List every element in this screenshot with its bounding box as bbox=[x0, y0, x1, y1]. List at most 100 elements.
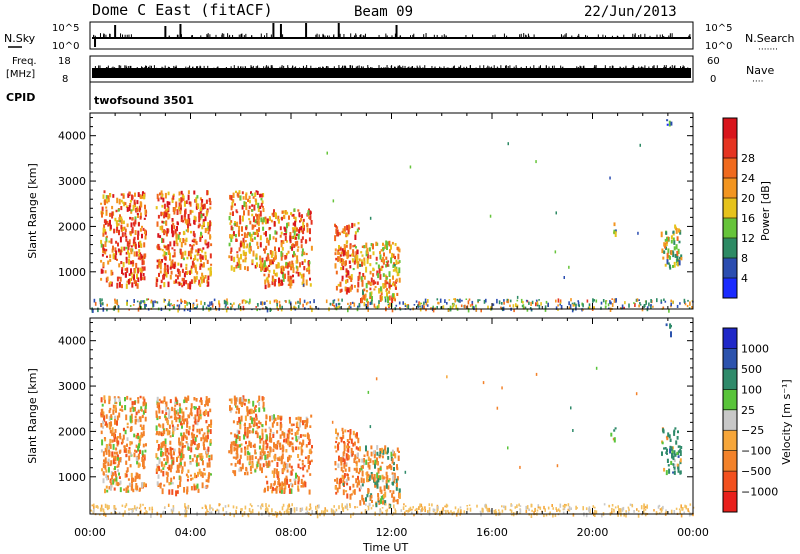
scatter-cell bbox=[262, 397, 265, 400]
ground-scatter-cell bbox=[114, 298, 116, 302]
cpid-program: twofsound 3501 bbox=[94, 94, 194, 107]
scatter-cell bbox=[262, 226, 265, 231]
scatter-cell bbox=[251, 417, 254, 422]
scatter-cell bbox=[293, 208, 296, 212]
scatter-cell bbox=[198, 453, 201, 458]
scatter-cell bbox=[137, 277, 140, 283]
ground-scatter-cell bbox=[93, 508, 95, 513]
scatter-cell bbox=[234, 203, 236, 206]
freq-series bbox=[94, 65, 689, 68]
ground-scatter-cell bbox=[394, 508, 396, 511]
scatter-cell bbox=[244, 257, 247, 260]
scatter-cell bbox=[183, 214, 186, 221]
scatter-cell bbox=[268, 216, 271, 221]
scatter-cell bbox=[245, 192, 248, 196]
scatter-cell bbox=[175, 279, 178, 284]
scatter-cell bbox=[359, 500, 362, 506]
ground-scatter-cell bbox=[528, 301, 530, 305]
scatter-cell bbox=[132, 242, 135, 247]
scatter-cell bbox=[295, 446, 298, 451]
scatter-cell bbox=[143, 454, 146, 458]
scatter-cell bbox=[252, 250, 255, 257]
ground-scatter-cell bbox=[206, 508, 208, 513]
scatter-cell bbox=[341, 474, 344, 479]
scatter-cell bbox=[156, 396, 159, 402]
scatter-cell bbox=[379, 254, 382, 260]
scatter-cell bbox=[386, 281, 389, 285]
ground-scatter-cell bbox=[466, 507, 469, 511]
scatter-cell bbox=[125, 473, 128, 478]
ground-scatter-cell bbox=[101, 302, 103, 305]
scatter-cell bbox=[673, 470, 676, 475]
scatter-cell bbox=[102, 244, 105, 250]
scatter-cell bbox=[193, 441, 196, 446]
scatter-cell bbox=[189, 462, 192, 465]
scatter-cell bbox=[132, 477, 135, 482]
scatter-cell bbox=[236, 444, 239, 450]
scatter-cell bbox=[134, 449, 136, 452]
scatter-cell bbox=[105, 195, 108, 201]
ground-scatter-cell bbox=[267, 508, 269, 513]
scatter-cell bbox=[348, 275, 351, 280]
scatter-cell bbox=[205, 438, 208, 442]
colorbar-swatch bbox=[723, 238, 737, 259]
scatter-cell bbox=[182, 278, 185, 284]
scatter-cell bbox=[131, 263, 134, 267]
scatter-cell bbox=[127, 193, 130, 198]
scatter-cell bbox=[171, 247, 174, 250]
scatter-cell bbox=[386, 292, 388, 297]
ground-scatter-cell bbox=[266, 306, 268, 310]
scatter-cell bbox=[300, 217, 303, 222]
scatter-cell bbox=[128, 450, 131, 454]
scatter-cell bbox=[182, 411, 185, 416]
scatter-cell bbox=[255, 417, 258, 421]
scatter-cell bbox=[394, 453, 397, 459]
scatter-cell bbox=[144, 229, 147, 232]
scatter-cell bbox=[188, 426, 191, 430]
scatter-cell bbox=[307, 455, 310, 459]
scatter-cell bbox=[261, 467, 263, 474]
scatter-cell bbox=[365, 242, 368, 249]
ground-scatter-cell bbox=[305, 512, 307, 515]
scatter-cell bbox=[118, 397, 121, 402]
ground-scatter-cell bbox=[334, 307, 337, 310]
ground-scatter-cell bbox=[192, 303, 194, 309]
ground-scatter-cell bbox=[467, 300, 470, 305]
scatter-cell bbox=[106, 220, 109, 224]
ground-scatter-cell bbox=[305, 506, 308, 511]
scatter-cell bbox=[137, 213, 139, 218]
scatter-cell bbox=[118, 198, 121, 205]
ground-scatter-cell bbox=[145, 304, 147, 307]
scatter-cell bbox=[335, 491, 338, 495]
ground-scatter-cell bbox=[195, 307, 197, 309]
ground-scatter-cell bbox=[348, 306, 350, 309]
scatter-cell bbox=[361, 297, 364, 304]
scatter-cell bbox=[238, 468, 241, 472]
scatter-cell bbox=[104, 437, 107, 442]
scatter-cell bbox=[201, 256, 204, 259]
scatter-cell bbox=[135, 483, 138, 486]
scatter-cell bbox=[191, 260, 194, 266]
scatter-cell bbox=[101, 408, 104, 414]
ground-scatter-cell bbox=[184, 503, 186, 507]
scatter-cell bbox=[393, 467, 395, 471]
scatter-cell bbox=[391, 255, 393, 259]
scatter-cell bbox=[669, 266, 672, 270]
ground-scatter-cell bbox=[477, 299, 479, 303]
scatter-cell bbox=[366, 450, 369, 457]
ground-scatter-cell bbox=[404, 305, 407, 307]
scatter-cell bbox=[273, 269, 276, 275]
scatter-cell bbox=[139, 434, 142, 439]
scatter-cell bbox=[123, 448, 126, 453]
scatter-cell bbox=[105, 211, 108, 216]
scatter-cell bbox=[339, 233, 341, 236]
scatter-cell bbox=[207, 224, 210, 229]
scatter-cell bbox=[118, 482, 121, 486]
scatter-cell bbox=[307, 435, 310, 441]
ground-scatter-cell bbox=[676, 304, 679, 308]
ground-scatter-cell bbox=[585, 507, 588, 511]
scatter-cell bbox=[108, 422, 111, 429]
scatter-cell bbox=[141, 482, 144, 488]
scatter-cell bbox=[297, 463, 300, 469]
scatter-cell bbox=[371, 296, 373, 302]
